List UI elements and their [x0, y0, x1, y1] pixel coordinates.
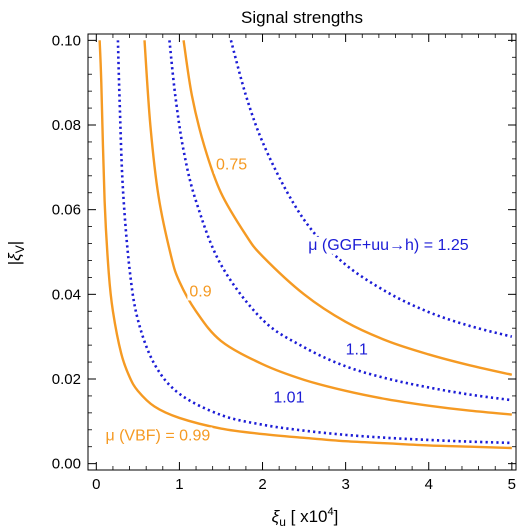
curve-label-background [271, 389, 307, 407]
curve-label: μ (VBF) = 0.99 [105, 427, 210, 444]
curve-label-background [213, 156, 250, 174]
curve-label-background [103, 427, 213, 445]
y-tick-label: 0.06 [52, 202, 81, 219]
y-tick-label: 0.00 [52, 456, 81, 473]
vbf-contour-1 [143, 40, 512, 416]
y-axis-label-text: |ξV| [5, 241, 27, 265]
x-tick-label: 1 [175, 476, 183, 493]
curve-label: 0.9 [189, 283, 211, 300]
curves [98, 40, 513, 450]
y-axis-label: |ξV| [5, 241, 27, 265]
curve-labels: μ (VBF) = 0.99 0.9 0.75 1.01 1.1 μ (GGF+uu→h)… [103, 156, 471, 445]
curve-label: 1.1 [346, 341, 368, 358]
y-tick-label: 0.10 [52, 32, 81, 49]
ggf-contour-4 [168, 40, 513, 402]
x-axis-label-text: ξu [ x104] [272, 506, 339, 529]
curve-label: 0.75 [216, 156, 247, 173]
curve-label: μ (GGF+uu→h) = 1.25 [308, 237, 469, 254]
ggf-contour-5 [229, 40, 513, 338]
curve-label-background [187, 283, 214, 301]
curve-label: 1.01 [273, 389, 304, 406]
curve-label-background [306, 236, 471, 254]
chart-title: Signal strengths [241, 8, 363, 27]
y-tick-label: 0.04 [52, 286, 81, 303]
x-tick-label: 3 [341, 476, 349, 493]
curve-label-background [343, 341, 370, 359]
x-tick-label: 0 [92, 476, 100, 493]
x-tick-label: 2 [258, 476, 266, 493]
plot-frame [87, 33, 517, 471]
y-tick-label: 0.02 [52, 371, 81, 388]
y-tick-label: 0.08 [52, 117, 81, 134]
vbf-contour-2 [182, 40, 513, 376]
vbf-contour-0 [98, 40, 512, 450]
axis-ticks: 0 1 2 3 4 5 0.00 0.02 0.04 0.06 0.08 0.10 [52, 32, 516, 493]
x-tick-label: 4 [425, 476, 433, 493]
x-axis-label: ξu [ x104] [272, 506, 339, 529]
ggf-contour-3 [116, 40, 512, 445]
x-tick-label: 5 [508, 476, 516, 493]
